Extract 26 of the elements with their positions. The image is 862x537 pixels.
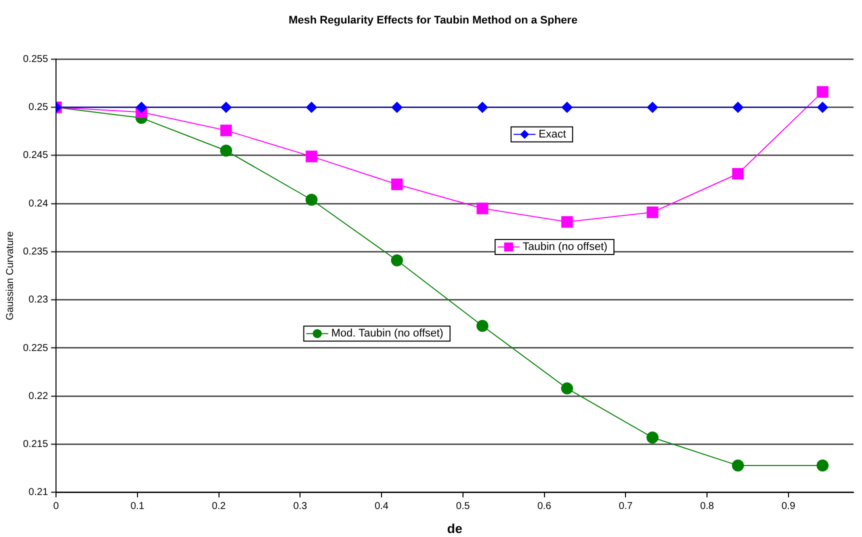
- legend-label: Exact: [538, 128, 566, 140]
- x-axis-title: de: [447, 520, 462, 536]
- x-tick-label: 0.7: [618, 501, 634, 512]
- y-tick-label: 0.255: [22, 54, 48, 65]
- y-tick-label: 0.25: [28, 102, 48, 114]
- legend-label: Mod. Taubin (no offset): [331, 328, 444, 340]
- y-tick-label: 0.21: [28, 487, 48, 498]
- x-tick-label: 0.1: [130, 501, 145, 512]
- y-tick-label: 0.245: [22, 150, 48, 162]
- y-tick-label: 0.24: [28, 198, 48, 210]
- x-tick-label: 0.5: [456, 501, 470, 512]
- x-tick-label: 0.2: [212, 501, 226, 512]
- y-axis-title: Gaussian Curvature: [4, 230, 16, 320]
- x-tick-label: 0.4: [374, 501, 389, 512]
- x-tick-label: 0.6: [537, 501, 552, 512]
- legend-label: Taubin (no offset): [522, 241, 608, 254]
- y-tick-label: 0.22: [28, 390, 48, 402]
- y-tick-label: 0.23: [28, 294, 48, 306]
- y-tick-label: 0.215: [22, 439, 48, 450]
- chart-title: Mesh Regularity Effects for Taubin Method on a Sphere: [288, 14, 578, 27]
- x-tick-label: 0.3: [293, 501, 308, 512]
- y-tick-label: 0.235: [22, 246, 48, 258]
- x-tick-label: 0.9: [781, 501, 796, 512]
- y-tick-label: 0.225: [22, 342, 48, 354]
- x-tick-label: 0: [53, 501, 60, 512]
- x-tick-label: 0.8: [700, 501, 714, 512]
